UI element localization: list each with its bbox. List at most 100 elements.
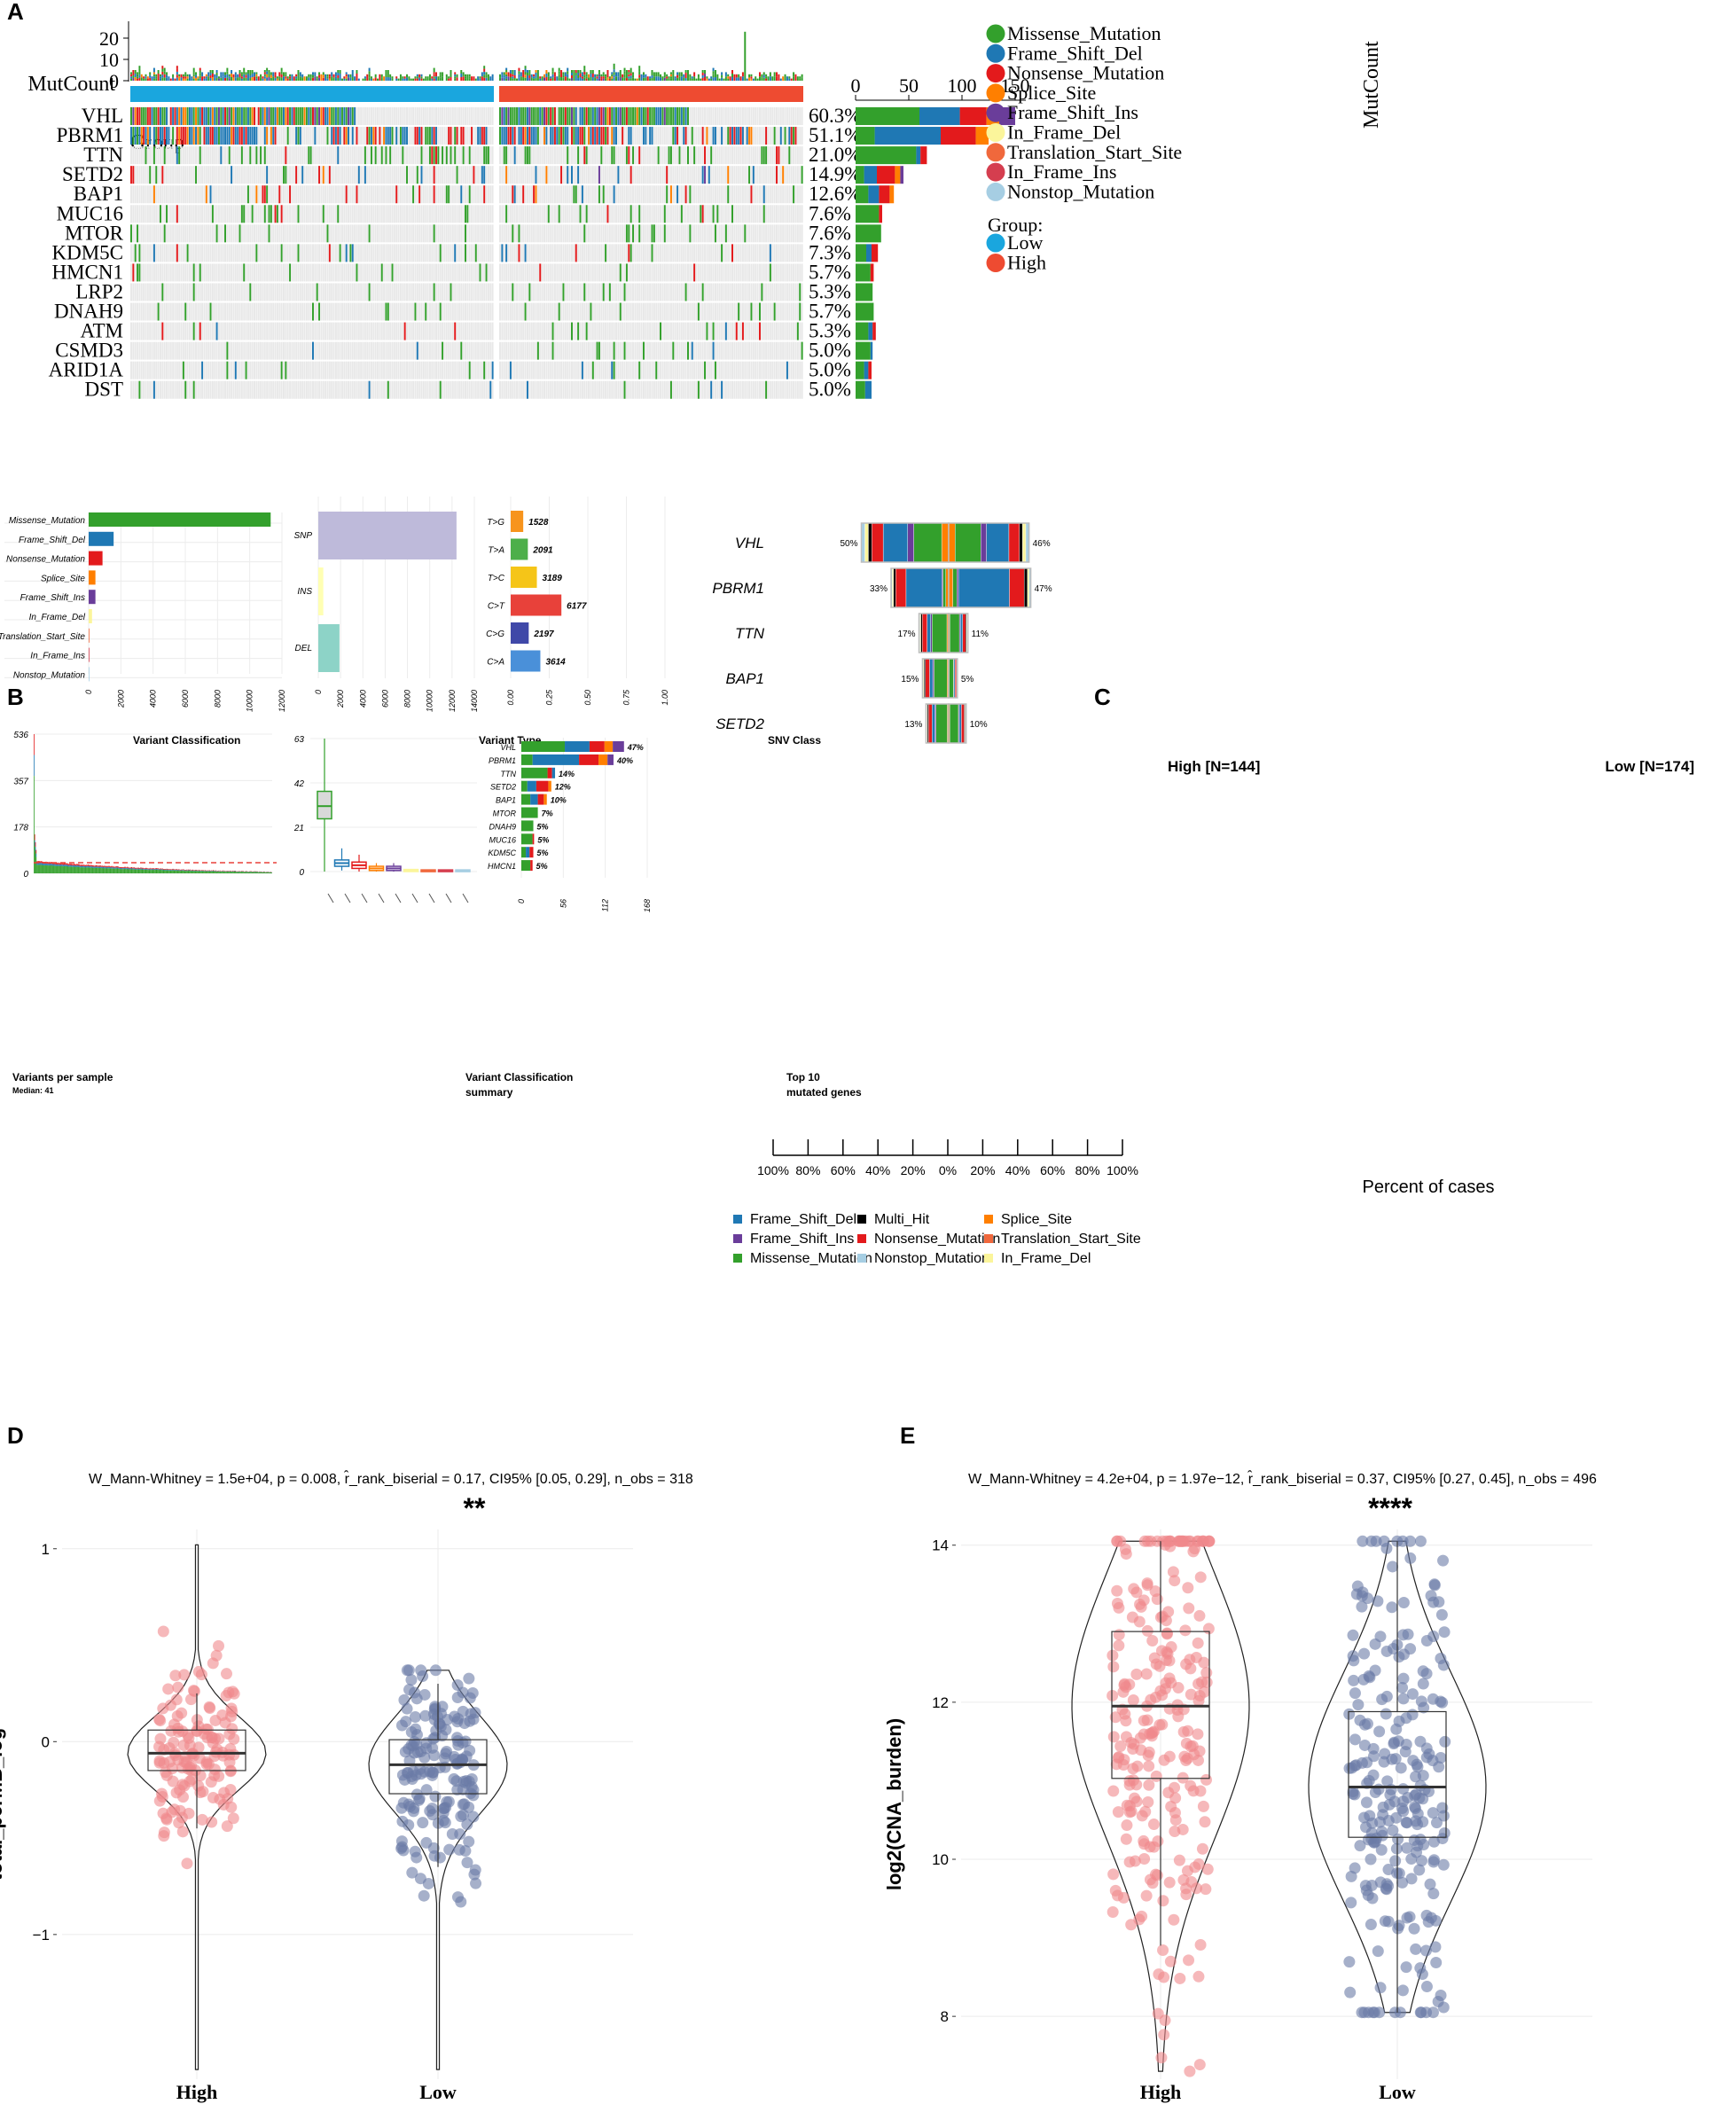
empty-cell [228,205,231,223]
empty-cell [608,302,611,321]
empty-cell [217,341,220,360]
empty-cell [642,185,645,204]
mutcount-bar [240,74,243,77]
empty-cell [278,127,281,145]
mutcount-bar [551,77,554,81]
empty-cell [422,127,425,145]
empty-cell [283,146,285,165]
mutcount-bar [295,78,298,81]
mutation-cell [528,107,531,126]
empty-cell [410,107,412,126]
empty-cell [186,224,189,243]
empty-cell [700,107,702,126]
empty-cell [714,146,716,165]
empty-cell [704,380,707,399]
mutation-cell [372,127,375,145]
empty-cell [339,322,341,340]
empty-cell [364,244,366,262]
empty-cell [577,205,580,223]
mutcount-bar [283,76,285,81]
empty-cell [651,263,653,282]
empty-cell [416,146,418,165]
mutation-cell [483,127,486,145]
empty-cell [178,341,181,360]
mutcount-bar [581,78,583,81]
mutation-cell [166,107,168,126]
empty-cell [443,205,446,223]
empty-cell [433,361,435,379]
empty-cell [468,380,471,399]
empty-cell [625,302,628,321]
empty-cell [651,302,653,321]
empty-cell [723,146,725,165]
empty-cell [345,380,348,399]
empty-cell [448,361,450,379]
empty-cell [683,166,685,184]
mutcount-bar [669,78,672,81]
mutation-cell [611,361,614,379]
mutcount-bar [191,76,193,79]
mutcount-bar [598,76,600,79]
empty-cell [602,380,605,399]
mutcount-bar [526,75,528,78]
mutcount-bar [788,78,791,81]
empty-cell [178,380,181,399]
empty-cell [615,146,617,165]
empty-cell [622,166,624,184]
mutcount-bar [364,76,366,79]
empty-cell [683,146,685,165]
empty-cell [632,361,635,379]
empty-cell [343,166,346,184]
empty-cell [320,283,323,301]
mutcount-bar [339,70,341,74]
mutcount-bar [274,77,277,81]
empty-cell [357,263,360,282]
empty-cell [272,166,275,184]
mutcount-bar [622,77,624,81]
empty-cell [132,341,135,360]
empty-cell [289,244,292,262]
empty-cell [152,205,155,223]
empty-cell [560,263,563,282]
empty-cell [550,302,552,321]
empty-cell [513,283,516,301]
empty-cell [393,127,395,145]
empty-cell [174,380,176,399]
empty-cell [243,224,246,243]
empty-cell [645,361,647,379]
empty-cell [408,380,411,399]
empty-cell [596,244,598,262]
empty-cell [262,380,264,399]
empty-cell [326,361,329,379]
empty-cell [668,302,670,321]
mutcount-bar [199,73,201,76]
mutcount-bar [222,76,224,81]
empty-cell [535,146,537,165]
empty-cell [169,322,172,340]
empty-cell [442,263,444,282]
mutcount-bar [712,71,715,74]
empty-cell [197,244,199,262]
empty-cell [608,146,611,165]
empty-cell [723,107,725,126]
empty-cell [354,283,356,301]
empty-cell [581,263,583,282]
empty-cell [293,341,295,360]
empty-cell [220,185,223,204]
empty-cell [403,166,406,184]
empty-cell [280,322,283,340]
empty-cell [251,361,254,379]
empty-cell [524,283,527,301]
mutcount-bar [613,74,615,78]
empty-cell [276,244,278,262]
mutcount-bar [590,77,592,81]
empty-cell [695,361,698,379]
mutcount-bar [251,77,254,81]
empty-cell [291,146,293,165]
empty-cell [151,283,153,301]
mutation-cell [420,146,423,165]
empty-cell [332,263,335,282]
empty-cell [422,302,425,321]
empty-cell [524,380,527,399]
empty-cell [191,146,193,165]
